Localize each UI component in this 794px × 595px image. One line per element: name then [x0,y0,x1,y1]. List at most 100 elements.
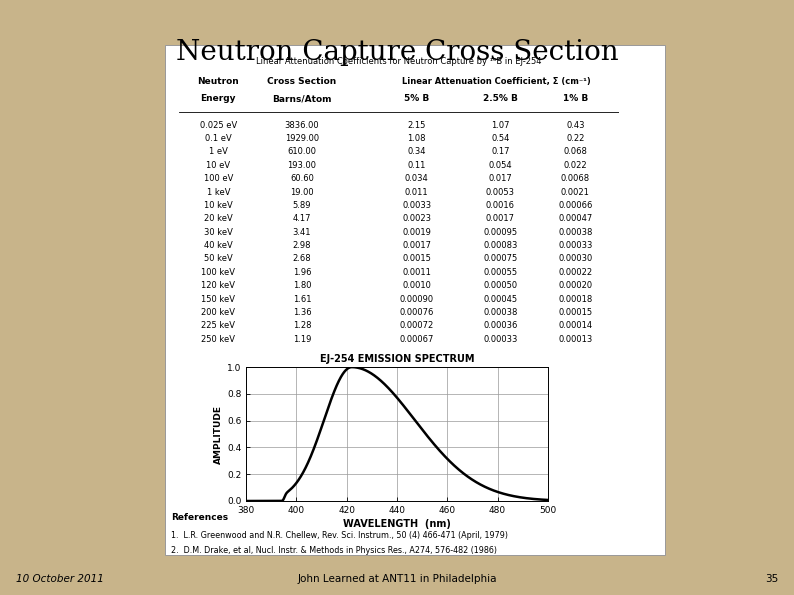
Text: 0.0023: 0.0023 [402,214,431,223]
Text: 1 keV: 1 keV [206,187,230,196]
Text: 0.0033: 0.0033 [402,201,431,210]
Text: Linear Attenuation Coefficient, Σ (cm⁻¹): Linear Attenuation Coefficient, Σ (cm⁻¹) [402,77,590,86]
Text: 1.80: 1.80 [293,281,311,290]
Text: 0.022: 0.022 [564,161,587,170]
Text: 0.00013: 0.00013 [558,335,592,344]
Text: 1% B: 1% B [563,95,588,104]
Text: 0.00015: 0.00015 [558,308,592,317]
Text: 0.0053: 0.0053 [486,187,515,196]
Text: 0.00030: 0.00030 [558,255,592,264]
Text: 0.00047: 0.00047 [558,214,592,223]
Text: 0.00050: 0.00050 [484,281,518,290]
Text: 50 keV: 50 keV [204,255,233,264]
Text: 0.00067: 0.00067 [399,335,434,344]
Text: 0.0017: 0.0017 [402,241,431,250]
Text: 0.0016: 0.0016 [486,201,515,210]
Text: 1.28: 1.28 [293,321,311,330]
Text: Energy: Energy [201,95,236,104]
Text: 60.60: 60.60 [290,174,314,183]
Text: 0.0021: 0.0021 [561,187,590,196]
Text: 0.00066: 0.00066 [558,201,592,210]
Text: Linear Attenuation Coefficients for Neutron Capture by ¹⁰B in EJ-254: Linear Attenuation Coefficients for Neut… [256,57,542,65]
Text: Neutron: Neutron [198,77,239,86]
Text: 0.00072: 0.00072 [399,321,434,330]
Text: 0.017: 0.017 [488,174,512,183]
Text: 1 eV: 1 eV [209,148,228,156]
Text: John Learned at ANT11 in Philadelphia: John Learned at ANT11 in Philadelphia [297,574,497,584]
Text: 1.  L.R. Greenwood and N.R. Chellew, Rev. Sci. Instrum., 50 (4) 466-471 (April, : 1. L.R. Greenwood and N.R. Chellew, Rev.… [171,531,507,540]
Text: 1.36: 1.36 [293,308,311,317]
Text: 0.22: 0.22 [566,134,584,143]
Text: 10 eV: 10 eV [206,161,230,170]
Text: 0.0015: 0.0015 [403,255,431,264]
Text: 0.17: 0.17 [491,148,510,156]
Text: 0.00038: 0.00038 [558,228,592,237]
Text: 120 keV: 120 keV [202,281,235,290]
Text: 0.00095: 0.00095 [484,228,518,237]
Text: 0.00055: 0.00055 [484,268,518,277]
Text: 0.00020: 0.00020 [558,281,592,290]
Text: 100 eV: 100 eV [203,174,233,183]
Text: 0.34: 0.34 [407,148,426,156]
Text: 0.00038: 0.00038 [484,308,518,317]
Text: 0.068: 0.068 [563,148,588,156]
Text: 0.00045: 0.00045 [484,295,518,303]
Text: 100 keV: 100 keV [202,268,235,277]
Text: 30 keV: 30 keV [204,228,233,237]
Text: 0.025 eV: 0.025 eV [199,121,237,130]
Y-axis label: AMPLITUDE: AMPLITUDE [214,405,223,464]
Text: 0.0010: 0.0010 [403,281,431,290]
Text: 0.00022: 0.00022 [558,268,592,277]
Text: 0.00036: 0.00036 [484,321,518,330]
Title: EJ-254 EMISSION SPECTRUM: EJ-254 EMISSION SPECTRUM [320,353,474,364]
Text: 2.15: 2.15 [407,121,426,130]
Text: 10 keV: 10 keV [204,201,233,210]
Text: 0.0068: 0.0068 [561,174,590,183]
Text: 225 keV: 225 keV [202,321,235,330]
Text: 19.00: 19.00 [291,187,314,196]
Text: 0.00033: 0.00033 [484,335,518,344]
Text: 20 keV: 20 keV [204,214,233,223]
Text: 1.08: 1.08 [407,134,426,143]
Text: 5.89: 5.89 [293,201,311,210]
Text: 3836.00: 3836.00 [285,121,319,130]
Text: 0.054: 0.054 [488,161,512,170]
Text: 0.00075: 0.00075 [484,255,518,264]
Text: References: References [171,513,228,522]
Text: 2.98: 2.98 [293,241,311,250]
Text: 193.00: 193.00 [287,161,317,170]
Text: 0.0017: 0.0017 [486,214,515,223]
X-axis label: WAVELENGTH  (nm): WAVELENGTH (nm) [343,519,451,529]
Text: 10 October 2011: 10 October 2011 [16,574,104,584]
Text: 40 keV: 40 keV [204,241,233,250]
Text: 0.54: 0.54 [491,134,510,143]
Text: 1.61: 1.61 [293,295,311,303]
Text: 1.19: 1.19 [293,335,311,344]
Text: 0.00083: 0.00083 [484,241,518,250]
Text: 0.0011: 0.0011 [403,268,431,277]
Text: 250 keV: 250 keV [202,335,235,344]
Text: 0.00090: 0.00090 [399,295,434,303]
Text: 610.00: 610.00 [287,148,317,156]
Text: 35: 35 [765,574,778,584]
Text: 2.5% B: 2.5% B [483,95,518,104]
Text: 0.00014: 0.00014 [558,321,592,330]
Text: 0.00076: 0.00076 [399,308,434,317]
Text: Cross Section: Cross Section [268,77,337,86]
Text: 3.41: 3.41 [293,228,311,237]
Text: 1.96: 1.96 [293,268,311,277]
Text: 0.00018: 0.00018 [558,295,592,303]
Text: 0.1 eV: 0.1 eV [205,134,232,143]
Text: 0.43: 0.43 [566,121,584,130]
Text: 0.0019: 0.0019 [403,228,431,237]
Text: 150 keV: 150 keV [202,295,235,303]
Text: 0.011: 0.011 [405,187,429,196]
Text: 1929.00: 1929.00 [285,134,319,143]
Text: 5% B: 5% B [404,95,430,104]
Text: 0.11: 0.11 [407,161,426,170]
Text: 200 keV: 200 keV [202,308,235,317]
Text: 0.034: 0.034 [405,174,429,183]
Text: 0.00033: 0.00033 [558,241,592,250]
Text: 2.  D.M. Drake, et al, Nucl. Instr. & Methods in Physics Res., A274, 576-482 (19: 2. D.M. Drake, et al, Nucl. Instr. & Met… [171,546,497,555]
Text: Neutron Capture Cross Section: Neutron Capture Cross Section [175,39,619,65]
